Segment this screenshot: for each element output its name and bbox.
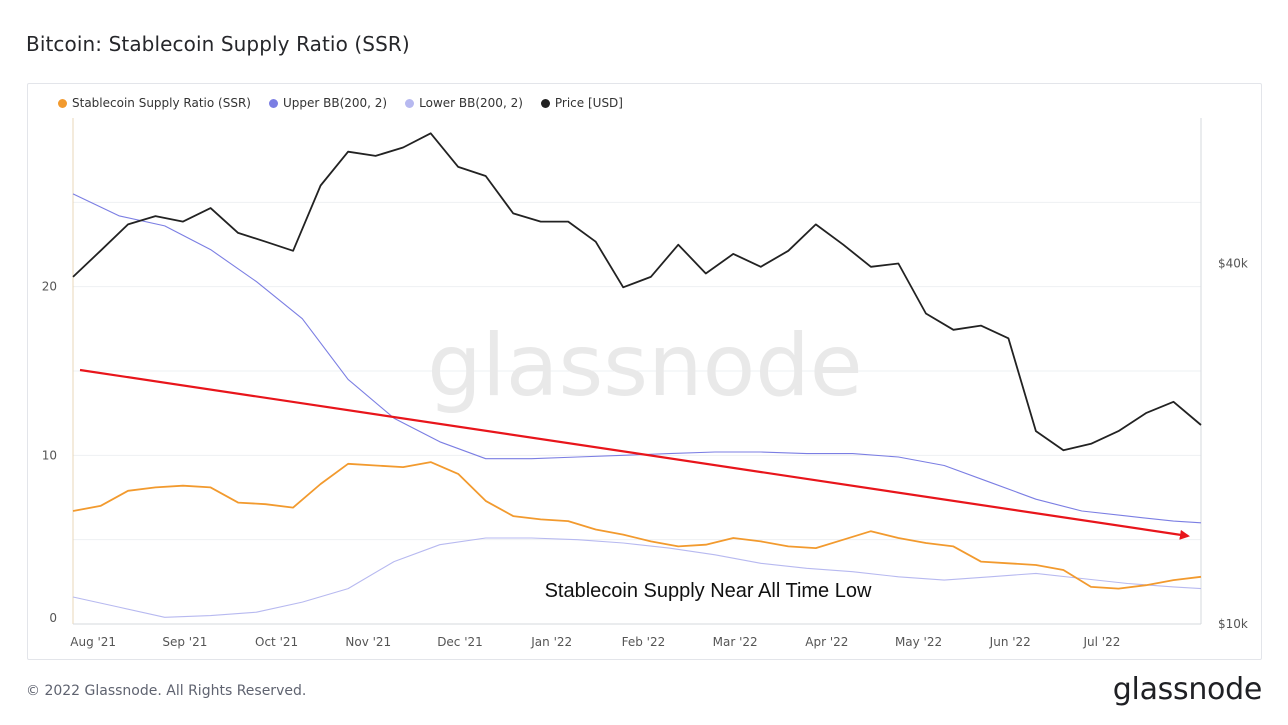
x-tick-label: Apr '22	[805, 635, 848, 649]
axis-layer: Aug '21 Sep '21 Oct '21 Nov '21 Dec '21 Jan '…	[42, 257, 1248, 649]
page-title: Bitcoin: Stablecoin Supply Ratio (SSR)	[26, 32, 410, 56]
watermark: glassnode	[427, 316, 862, 416]
lower-bb-line	[72, 537, 1202, 618]
chart-legend: Stablecoin Supply Ratio (SSR) Upper BB(2…	[58, 96, 623, 110]
series-layer	[72, 132, 1202, 618]
x-tick-label: May '22	[895, 635, 942, 649]
legend-item-lower-bb[interactable]: Lower BB(200, 2)	[405, 96, 523, 110]
legend-dot-upper-bb	[268, 98, 278, 108]
legend-label-ssr: Stablecoin Supply Ratio (SSR)	[72, 96, 251, 110]
x-tick-label: Oct '21	[255, 635, 298, 649]
legend-dot-ssr	[58, 98, 67, 108]
x-tick-label: Nov '21	[345, 635, 391, 649]
y-left-tick-label: 10	[42, 448, 57, 462]
x-tick-label: Mar '22	[713, 635, 758, 649]
annotation-text: Stablecoin Supply Near All Time Low	[545, 580, 872, 602]
legend-item-ssr[interactable]: Stablecoin Supply Ratio (SSR)	[58, 96, 251, 110]
trend-arrow	[79, 368, 1190, 540]
legend-dot-lower-bb	[405, 98, 415, 108]
ssr-line	[72, 461, 1202, 590]
legend-dot-price	[540, 98, 550, 108]
x-tick-label: Feb '22	[622, 635, 666, 649]
x-tick-label: Jun '22	[989, 635, 1031, 649]
x-tick-label: Dec '21	[437, 635, 483, 649]
y-right-tick-label: $10k	[1218, 617, 1248, 631]
copyright: © 2022 Glassnode. All Rights Reserved.	[26, 683, 307, 699]
legend-item-price[interactable]: Price [USD]	[540, 96, 623, 110]
x-tick-label: Jan '22	[530, 635, 572, 649]
price-line	[72, 132, 1202, 452]
y-left-tick-label: 20	[42, 280, 57, 294]
brand-logo[interactable]: glassnode	[1112, 672, 1263, 707]
y-left-tick-label: 0	[49, 611, 57, 625]
y-right-tick-label: $40k	[1218, 257, 1248, 271]
legend-label-upper-bb: Upper BB(200, 2)	[282, 96, 388, 110]
grid-layer	[72, 118, 1202, 625]
legend-label-price: Price [USD]	[554, 96, 623, 110]
legend-item-upper-bb[interactable]: Upper BB(200, 2)	[268, 96, 388, 110]
x-tick-label: Sep '21	[162, 635, 207, 649]
x-tick-label: Aug '21	[70, 635, 116, 649]
x-tick-label: Jul '22	[1083, 635, 1121, 649]
legend-label-lower-bb: Lower BB(200, 2)	[419, 96, 523, 110]
